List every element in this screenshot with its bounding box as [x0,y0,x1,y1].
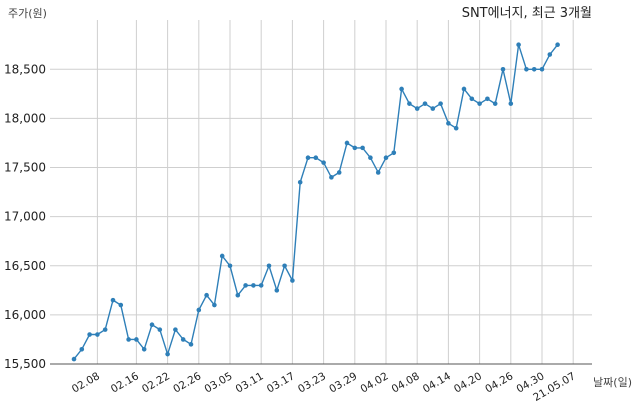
data-point [329,175,334,180]
data-point [79,346,85,352]
y-tick-label: 16,000 [4,308,46,322]
data-point [336,170,342,175]
data-point [547,52,553,57]
data-point [157,327,163,332]
data-point [290,278,295,283]
y-tick-label: 17,500 [4,161,46,175]
data-point [282,263,287,269]
data-point [235,292,241,298]
x-axis-ticks: 02.08 02.16 02.22 02.26 03.05 03.11 03.17 03.23… [70,370,578,404]
data-point [360,145,365,151]
data-point [414,106,420,111]
x-tick-label: 03.23 [296,370,328,395]
y-axis-title: 주가(원) [8,7,47,20]
x-tick-label: 03.05 [202,370,234,395]
data-point [492,101,498,106]
data-point [149,322,155,328]
y-tick-label: 18,500 [4,62,46,76]
data-point [266,263,272,269]
data-point [508,101,514,106]
y-tick-label: 18,000 [4,111,46,125]
data-point [110,297,116,303]
y-tick-label: 16,500 [4,259,46,273]
x-tick-label: 02.22 [140,370,172,395]
data-point [219,253,225,259]
plot-area [71,42,560,362]
data-point [180,337,186,342]
data-point [422,101,428,106]
data-point [102,327,108,332]
x-tick-label: 04.20 [452,370,484,395]
y-axis-ticks: 15,500 16,000 16,500 17,000 17,500 18,000 18,5… [4,62,46,371]
x-tick-label: 03.11 [234,370,266,395]
data-point [313,155,319,161]
data-point [461,86,467,92]
data-point [407,101,412,106]
data-point [399,86,404,92]
data-point [531,66,537,72]
data-point [173,327,178,332]
x-axis-title: 날짜(일) [593,375,632,389]
data-point [539,66,545,72]
data-point [212,302,217,308]
x-tick-label: 04.02 [358,370,390,395]
data-point [243,283,248,288]
data-point [274,288,280,293]
data-point [352,145,358,151]
data-point [453,125,459,131]
x-tick-label: 04.26 [483,370,515,396]
data-point [383,155,389,161]
data-point [477,101,482,106]
x-tick-label: 02.08 [70,370,102,395]
data-point [344,140,350,146]
x-tick-label: 02.16 [109,370,141,396]
data-point [500,66,506,72]
data-point [375,170,381,175]
x-tick-label: 04.14 [421,370,453,396]
x-tick-label: 03.17 [265,370,297,395]
data-point [126,337,131,342]
data-point [321,160,326,165]
data-point [368,155,373,161]
data-point [134,337,139,342]
data-point [524,66,529,72]
x-tick-label: 02.26 [171,370,203,396]
chart-title: SNT에너지, 최근 3개월 [462,6,592,21]
data-point [438,101,443,106]
data-point [251,283,256,288]
data-point [196,307,202,313]
y-tick-label: 17,000 [4,210,46,224]
data-point [485,96,490,102]
data-point [95,332,100,337]
data-point [555,42,560,48]
data-point [516,42,521,48]
data-point [469,96,475,102]
data-point [141,346,147,352]
data-point [430,106,436,111]
data-point [87,332,92,337]
data-point [71,356,77,362]
x-tick-label: 04.08 [390,370,422,395]
data-point [204,292,209,298]
data-point [391,150,397,156]
data-point [227,263,233,269]
y-tick-label: 15,500 [4,357,46,371]
grid [50,20,592,365]
data-point [118,302,124,308]
x-tick-label: 03.29 [327,370,359,395]
data-point [446,121,451,126]
data-point [297,179,303,185]
data-point [165,351,170,357]
data-point [305,155,311,161]
data-point [188,342,194,347]
series-line [73,44,559,360]
data-point [258,283,264,288]
